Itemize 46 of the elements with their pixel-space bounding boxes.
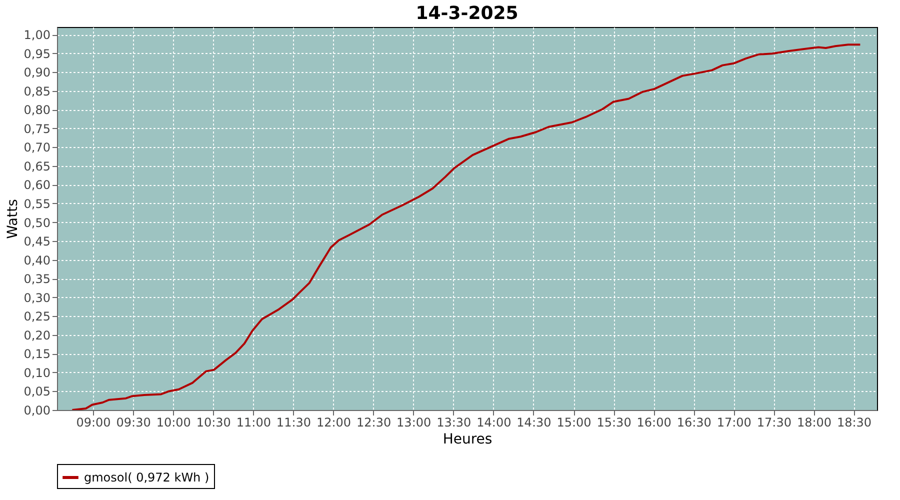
y-tick-label: 0,90 — [24, 66, 50, 80]
x-tick-label: 17:00 — [716, 416, 752, 430]
legend-label: gmosol( 0,972 kWh ) — [84, 470, 210, 484]
x-tick-label: 09:30 — [116, 416, 151, 430]
y-tick-label: 0,45 — [24, 234, 50, 249]
x-tick-label: 18:30 — [836, 416, 872, 430]
y-tick-label: 0,10 — [24, 366, 50, 380]
x-tick-label: 11:00 — [236, 416, 271, 430]
x-tick-label: 13:30 — [436, 416, 472, 430]
y-tick-label: 0,40 — [24, 253, 50, 268]
y-tick-label: 0,25 — [24, 310, 50, 324]
y-tick-label: 0,50 — [24, 216, 50, 230]
y-tick-label: 1,00 — [24, 28, 50, 42]
y-tick-label: 0,65 — [24, 159, 50, 174]
y-tick-label: 0,05 — [24, 384, 50, 399]
x-tick-label: 16:30 — [676, 416, 712, 430]
x-tick-label: 17:30 — [756, 416, 792, 430]
x-tick-label: 10:00 — [156, 416, 191, 430]
x-tick-label: 14:30 — [516, 416, 552, 430]
y-tick-label: 0,60 — [24, 178, 50, 192]
y-tick-label: 0,00 — [24, 404, 50, 418]
x-tick-label: 12:00 — [316, 416, 352, 430]
y-tick-label: 0,20 — [24, 328, 50, 342]
x-tick-label: 11:30 — [276, 416, 312, 430]
x-axis-title: Heures — [442, 432, 492, 448]
x-tick-label: 15:30 — [596, 416, 632, 430]
y-tick-label: 0,85 — [24, 84, 50, 98]
x-tick-label: 18:00 — [796, 416, 832, 430]
y-tick-label: 0,35 — [24, 272, 50, 286]
y-tick-label: 0,15 — [24, 347, 50, 362]
y-tick-label: 0,75 — [24, 122, 50, 136]
x-tick-label: 16:00 — [636, 416, 672, 430]
x-tick-label: 13:00 — [396, 416, 432, 430]
x-tick-label: 12:30 — [356, 416, 392, 430]
y-tick-label: 0,80 — [24, 103, 50, 118]
y-tick-label: 0,70 — [24, 140, 50, 155]
chart-title: 14-3-2025 — [416, 3, 518, 24]
line-series — [71, 44, 862, 410]
y-tick-label: 0,55 — [24, 196, 50, 211]
y-tick-label: 0,30 — [24, 290, 50, 305]
x-tick-label: 09:00 — [76, 416, 111, 430]
x-tick-label: 15:00 — [556, 416, 592, 430]
y-tick-label: 0,95 — [24, 46, 50, 61]
y-axis-title: Watts — [4, 199, 21, 239]
x-tick-label: 10:30 — [196, 416, 231, 430]
x-tick-label: 14:00 — [476, 416, 512, 430]
